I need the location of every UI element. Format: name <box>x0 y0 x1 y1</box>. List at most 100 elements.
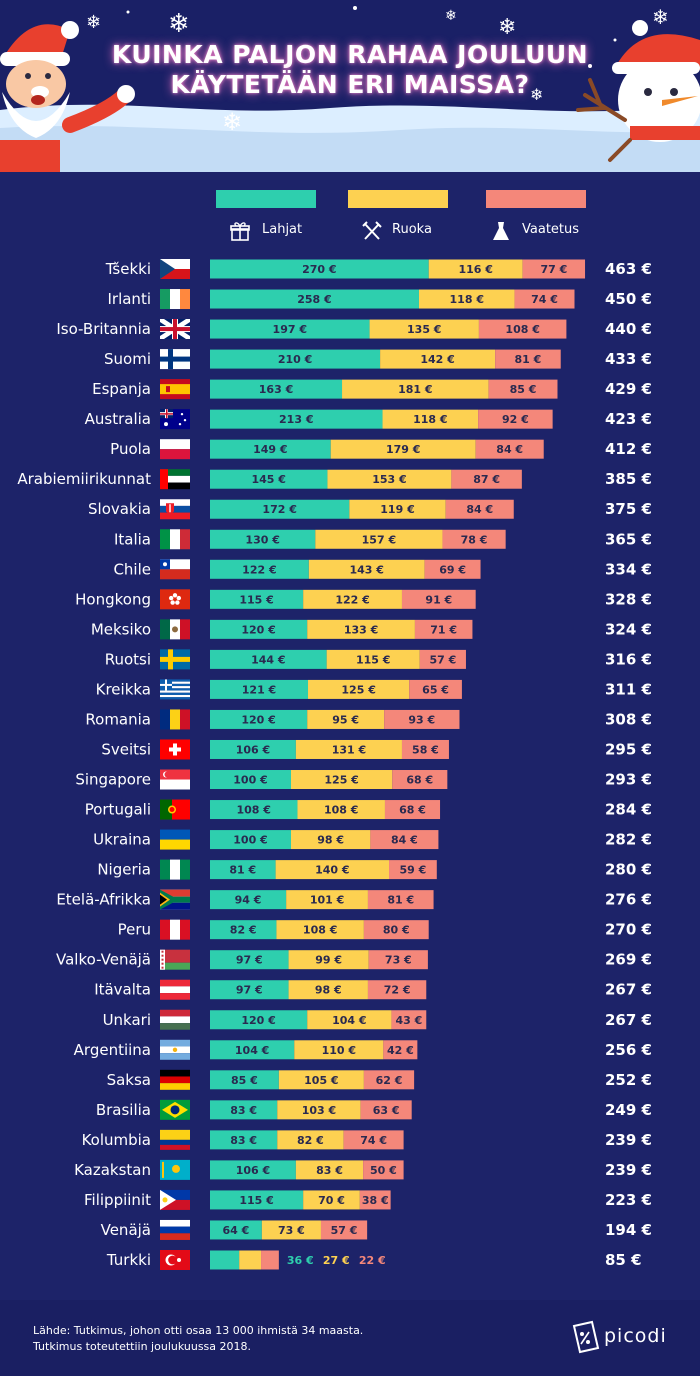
bar-gifts <box>210 1010 308 1030</box>
value-label: 197 € <box>273 323 307 336</box>
value-label: 95 € <box>332 713 359 726</box>
fork-knife-icon <box>362 221 382 240</box>
bar-food <box>330 439 476 459</box>
value-label: 22 € <box>359 1254 386 1267</box>
source-line-1: Lähde: Tutkimus, johon otti osaa 13 000 … <box>33 1324 364 1337</box>
flag-south-africa-icon <box>160 889 190 910</box>
bar-clothing <box>370 830 439 850</box>
total-label: 385 € <box>605 470 652 488</box>
total-label: 429 € <box>605 380 652 398</box>
country-label: Nigeria <box>97 861 151 879</box>
value-label: 58 € <box>412 743 439 756</box>
value-label: 77 € <box>540 263 567 276</box>
bar-clothing <box>495 349 561 369</box>
value-label: 270 € <box>302 263 336 276</box>
bar-food <box>288 950 369 970</box>
legend-label-food: Ruoka <box>392 222 432 237</box>
total-label: 440 € <box>605 320 652 338</box>
legend-swatch-food <box>348 190 448 208</box>
value-label: 181 € <box>398 383 432 396</box>
value-label: 103 € <box>302 1104 336 1117</box>
bar-gifts <box>210 920 277 940</box>
bar-gifts <box>210 890 287 910</box>
total-label: 270 € <box>605 921 652 939</box>
value-label: 122 € <box>335 593 369 606</box>
bar-food <box>275 860 390 880</box>
value-label: 42 € <box>387 1044 414 1057</box>
bar-clothing <box>475 439 544 459</box>
bar-clothing <box>419 649 466 669</box>
picodi-logo: picodi <box>568 1318 688 1358</box>
value-label: 100 € <box>233 834 267 847</box>
flag-belarus-icon <box>160 949 190 970</box>
country-label: Meksiko <box>91 620 151 638</box>
value-label: 131 € <box>332 743 366 756</box>
bar-food <box>294 1040 384 1060</box>
total-label: 194 € <box>605 1221 652 1239</box>
bar-gifts <box>210 679 309 699</box>
total-label: 239 € <box>605 1131 652 1149</box>
value-label: 120 € <box>241 713 275 726</box>
value-label: 98 € <box>317 834 344 847</box>
bar-gifts <box>210 439 331 459</box>
value-label: 50 € <box>370 1164 397 1177</box>
value-label: 121 € <box>242 683 276 696</box>
svg-text:❄: ❄ <box>222 108 242 136</box>
bar-gifts <box>210 499 350 519</box>
flag-czech-icon <box>160 259 190 279</box>
total-label: 311 € <box>605 680 652 698</box>
value-label: 122 € <box>242 563 276 576</box>
value-label: 157 € <box>362 533 396 546</box>
bar-gifts <box>210 1100 278 1120</box>
country-label: Espanja <box>92 380 151 398</box>
bar-gifts <box>210 830 291 850</box>
value-label: 84 € <box>466 503 493 516</box>
value-label: 108 € <box>505 323 539 336</box>
total-label: 423 € <box>605 410 652 428</box>
bar-gifts <box>210 950 289 970</box>
country-label: Kreikka <box>96 680 151 698</box>
country-label: Turkki <box>106 1251 151 1269</box>
value-label: 104 € <box>332 1014 366 1027</box>
flag-ireland-icon <box>160 289 190 310</box>
total-label: 433 € <box>605 350 652 368</box>
value-label: 108 € <box>303 924 337 937</box>
country-label: Tšekki <box>105 260 151 278</box>
legend-label-clothing: Vaatetus <box>522 222 580 237</box>
value-label: 57 € <box>331 1224 358 1237</box>
flag-mexico-icon <box>160 619 190 640</box>
svg-text:❄: ❄ <box>86 12 101 33</box>
value-label: 105 € <box>304 1074 338 1087</box>
total-label: 282 € <box>605 831 652 849</box>
country-label: Slovakia <box>88 500 151 518</box>
svg-text:❄: ❄ <box>445 8 457 24</box>
value-label: 70 € <box>318 1194 345 1207</box>
value-label: 93 € <box>408 713 435 726</box>
country-label: Chile <box>113 560 151 578</box>
flag-portugal-icon <box>160 799 190 820</box>
value-label: 81 € <box>229 864 256 877</box>
value-label: 27 € <box>323 1254 350 1267</box>
country-label: Puola <box>110 440 151 458</box>
value-label: 73 € <box>385 954 412 967</box>
flag-poland-icon <box>160 439 190 460</box>
value-label: 120 € <box>241 1014 275 1027</box>
bar-clothing <box>367 890 434 910</box>
value-label: 98 € <box>315 984 342 997</box>
bar-gifts <box>210 860 276 880</box>
value-label: 130 € <box>245 533 279 546</box>
total-label: 316 € <box>605 650 652 668</box>
value-label: 133 € <box>344 623 378 636</box>
value-label: 85 € <box>510 383 537 396</box>
value-label: 153 € <box>372 473 406 486</box>
country-label: Portugali <box>85 801 151 819</box>
country-label: Sveitsi <box>101 740 151 758</box>
bar-gifts <box>210 1130 278 1150</box>
flag-kazakhstan-icon <box>160 1159 190 1180</box>
bar-gifts <box>210 589 304 609</box>
source-line-2: Tutkimus toteutettiin joulukuussa 2018. <box>33 1340 252 1353</box>
country-label: Italia <box>114 530 151 548</box>
bar-gifts <box>210 619 308 639</box>
total-label: 267 € <box>605 981 652 999</box>
bar-gifts <box>210 649 327 669</box>
